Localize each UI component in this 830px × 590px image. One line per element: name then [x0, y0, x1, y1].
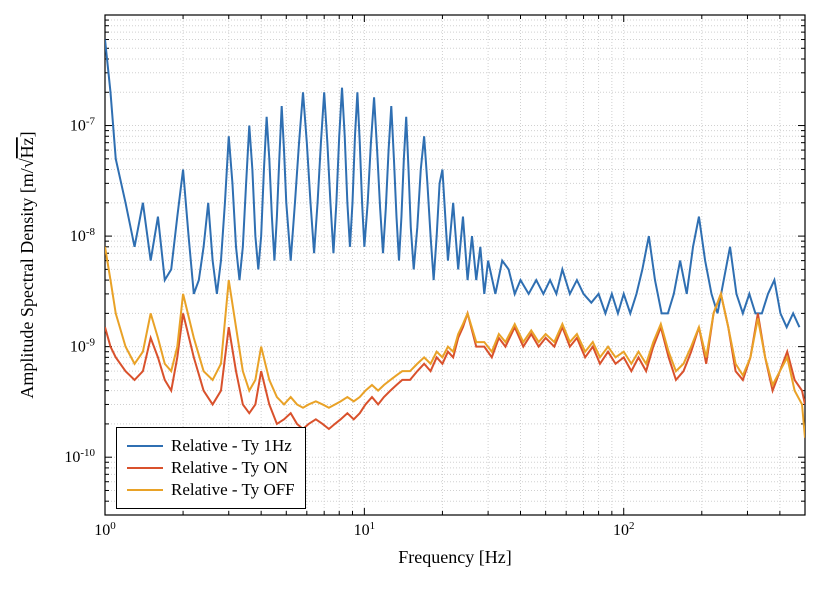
series-relative---ty-off	[105, 247, 805, 438]
svg-text:102: 102	[613, 520, 635, 539]
svg-text:10-8: 10-8	[70, 226, 96, 245]
legend-label: Relative - Ty OFF	[171, 480, 295, 500]
series-relative---ty-1hz	[105, 40, 799, 328]
legend-label: Relative - Ty 1Hz	[171, 436, 292, 456]
series-relative---ty-on	[105, 294, 805, 429]
legend-swatch	[127, 467, 163, 470]
legend-item: Relative - Ty 1Hz	[127, 436, 295, 456]
svg-text:100: 100	[94, 520, 116, 539]
svg-text:10-9: 10-9	[70, 337, 96, 356]
legend-item: Relative - Ty ON	[127, 458, 295, 478]
y-axis-label: Amplitude Spectral Density [m/√Hz]	[17, 131, 37, 398]
svg-text:101: 101	[354, 520, 376, 539]
svg-text:10-7: 10-7	[70, 116, 96, 135]
legend: Relative - Ty 1HzRelative - Ty ONRelativ…	[116, 427, 306, 509]
legend-swatch	[127, 489, 163, 492]
x-axis-label: Frequency [Hz]	[398, 547, 511, 567]
legend-swatch	[127, 445, 163, 448]
legend-item: Relative - Ty OFF	[127, 480, 295, 500]
svg-text:10-10: 10-10	[64, 447, 95, 466]
legend-label: Relative - Ty ON	[171, 458, 288, 478]
